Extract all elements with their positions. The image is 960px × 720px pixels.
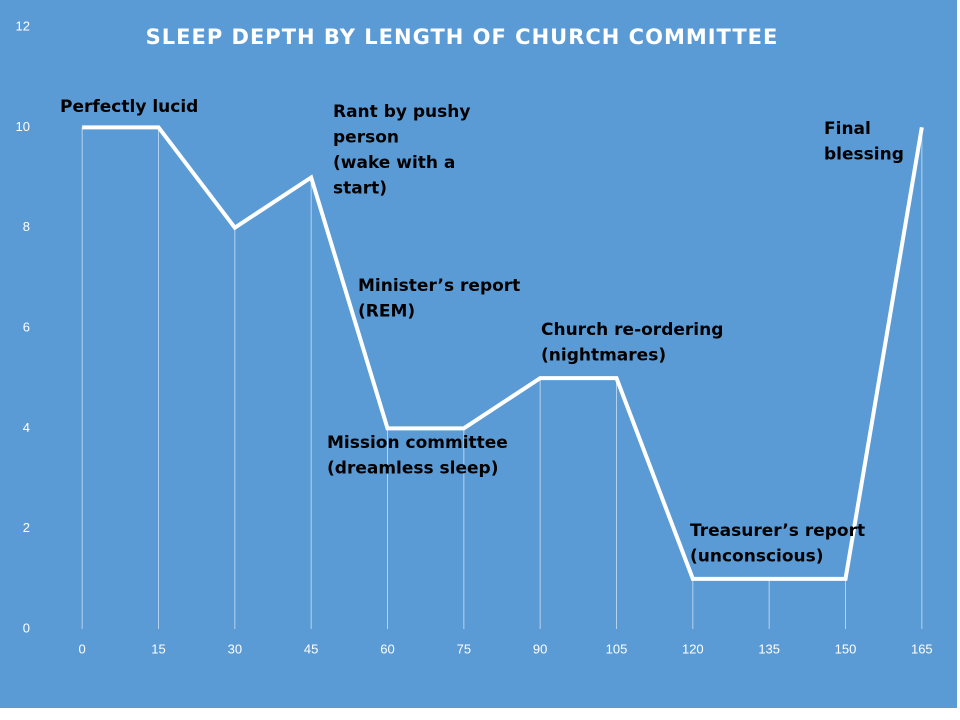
y-tick-label: 6 — [23, 319, 30, 334]
x-tick-label: 135 — [758, 641, 780, 656]
annotation: Perfectly lucid — [60, 97, 198, 117]
series-line — [82, 125, 924, 581]
annotation: (REM) — [358, 302, 415, 322]
annotation: (dreamless sleep) — [327, 459, 499, 479]
y-tick-label: 10 — [16, 119, 30, 134]
x-tick-label: 90 — [533, 641, 547, 656]
annotation: start) — [333, 179, 387, 199]
annotation: Treasurer’s report — [690, 521, 865, 541]
annotation: blessing — [824, 145, 904, 165]
annotation: (wake with a — [333, 153, 455, 173]
x-tick-label: 105 — [606, 641, 628, 656]
x-tick-label: 45 — [304, 641, 318, 656]
annotation: Rant by pushy — [333, 102, 470, 122]
x-tick-label: 30 — [228, 641, 242, 656]
annotation: Final — [824, 119, 871, 139]
y-tick-label: 12 — [16, 18, 30, 33]
x-tick-label: 75 — [457, 641, 471, 656]
x-tick-label: 150 — [835, 641, 857, 656]
annotation: (nightmares) — [541, 346, 666, 366]
x-tick-label: 120 — [682, 641, 704, 656]
annotation: person — [333, 128, 399, 148]
x-tick-label: 60 — [380, 641, 394, 656]
annotation: Church re-ordering — [541, 320, 723, 340]
y-tick-label: 2 — [23, 520, 30, 535]
y-tick-label: 8 — [23, 219, 30, 234]
annotation: Mission committee — [327, 433, 508, 453]
y-tick-label: 4 — [23, 420, 30, 435]
annotation: (unconscious) — [690, 547, 824, 567]
chart-title: SLEEP DEPTH BY LENGTH OF CHURCH COMMITTE… — [146, 25, 779, 49]
annotation: Minister’s report — [358, 276, 520, 296]
x-tick-label: 0 — [79, 641, 86, 656]
y-tick-label: 0 — [23, 620, 30, 635]
x-tick-label: 165 — [911, 641, 933, 656]
x-tick-label: 15 — [151, 641, 165, 656]
